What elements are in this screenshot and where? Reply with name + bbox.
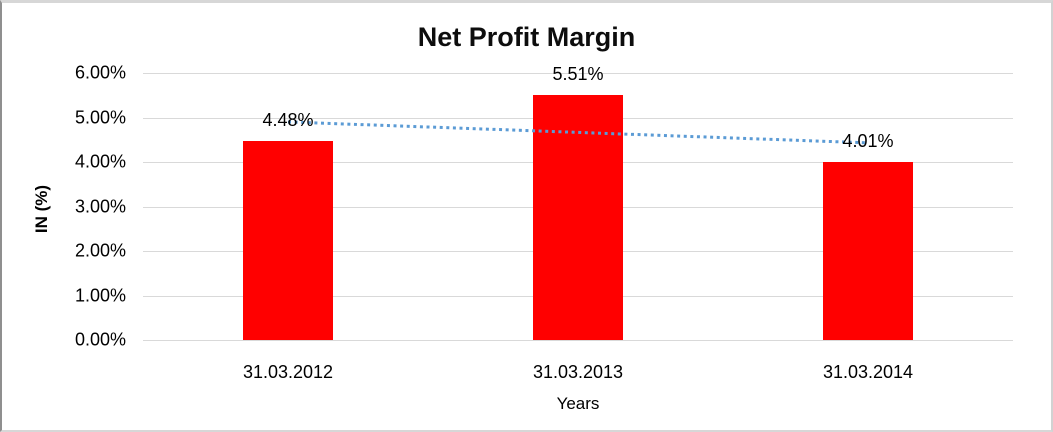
y-tick-label: 3.00% [74, 196, 126, 216]
bar [243, 140, 333, 340]
y-axis-title: IN (%) [32, 184, 51, 234]
y-tick-label: 5.00% [74, 107, 126, 127]
y-tick-label: 1.00% [74, 285, 126, 305]
bar [533, 94, 623, 340]
x-tick-label: 31.03.2012 [242, 362, 334, 382]
data-label: 4.48% [262, 109, 314, 130]
x-tick-label: 31.03.2013 [532, 362, 624, 382]
y-tick-label: 4.00% [74, 151, 126, 172]
gridline [143, 73, 1013, 74]
chart-title: Net Profit Margin [417, 22, 636, 52]
x-tick-label: 31.03.2014 [822, 362, 914, 382]
data-label: 5.51% [552, 63, 604, 84]
x-axis-title: Years [556, 394, 600, 413]
bar [823, 161, 913, 340]
y-tick-label: 0.00% [74, 329, 126, 350]
y-tick-label: 6.00% [74, 62, 126, 83]
gridline [143, 340, 1013, 341]
data-label: 4.01% [842, 130, 894, 151]
y-tick-label: 2.00% [74, 240, 126, 261]
